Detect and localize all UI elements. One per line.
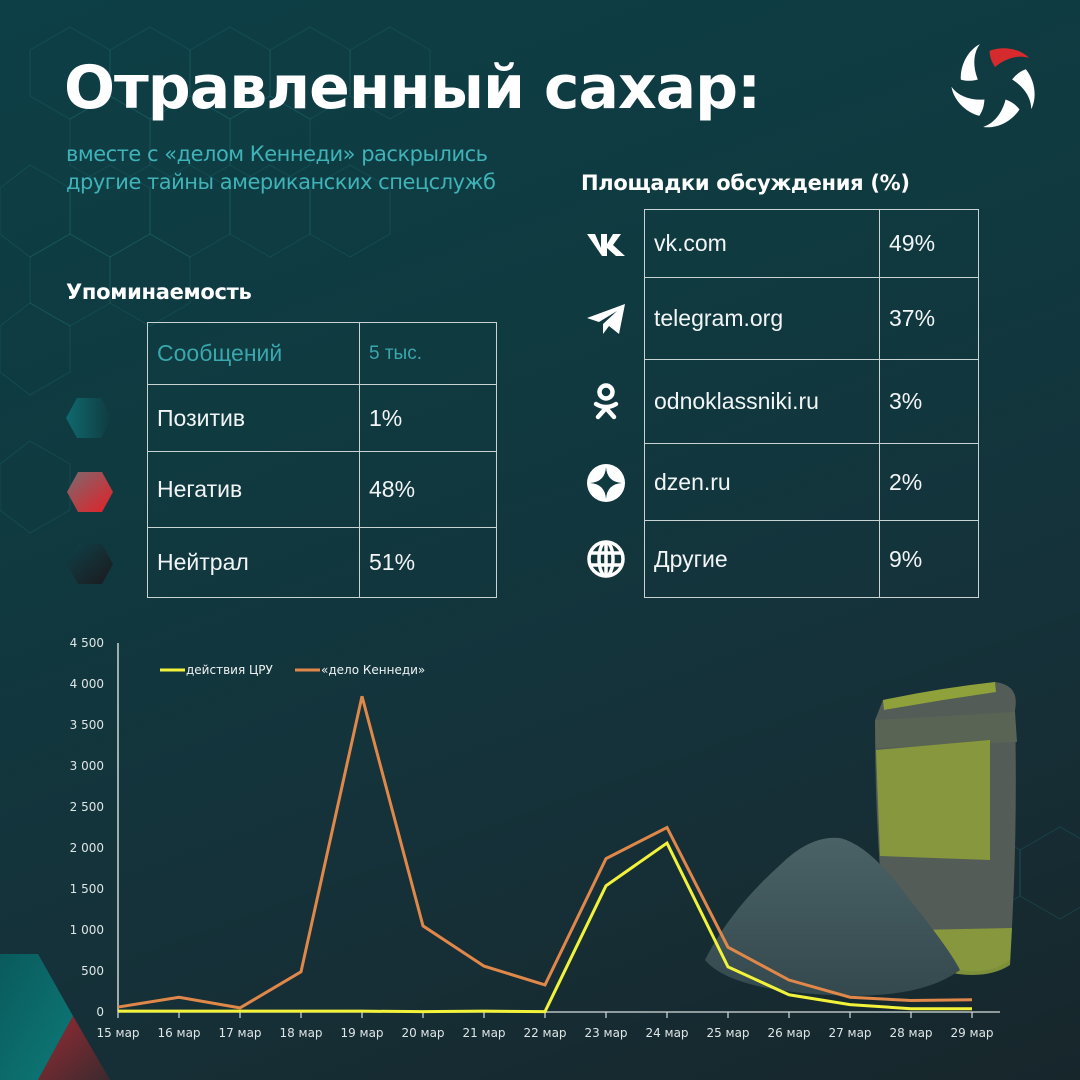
platform-name: dzen.ru [644, 443, 880, 521]
y-tick-label: 2 500 [70, 800, 104, 814]
platforms-heading: Площадки обсуждения (%) [581, 171, 910, 195]
x-tick-label: 29 мар [950, 1026, 993, 1040]
x-tick-label: 15 мар [96, 1026, 139, 1040]
platform-row: vk.com 49% [644, 209, 979, 278]
mentions-value: 1% [359, 384, 497, 452]
pinwheel-logo-icon [951, 44, 1035, 128]
mentions-line-chart: 0 500 1 000 1 500 2 000 2 500 3 000 3 500 4 000 4… [70, 636, 1000, 1040]
mentions-row-neutral: Нейтрал 51% [147, 527, 497, 598]
platform-name: Другие [644, 520, 880, 598]
y-tick-label: 500 [81, 964, 104, 978]
subtitle-line-1: вместе с «делом Кеннеди» раскрылись [66, 142, 488, 166]
mentions-heading: Упоминаемость [66, 280, 252, 304]
mentions-value: 5 тыс. [359, 322, 497, 385]
series-line-cia [118, 840, 972, 1014]
platforms-table: vk.com 49% telegram.org 37% odnoklassnik… [644, 209, 979, 598]
mentions-row-messages: Сообщений 5 тыс. [147, 322, 497, 385]
positive-hexagon-icon [66, 398, 112, 438]
platform-share: 3% [879, 359, 979, 444]
platform-row: telegram.org 37% [644, 277, 979, 360]
page-title: Отравленный сахар: [64, 53, 761, 123]
y-tick-label: 1 000 [70, 923, 104, 937]
y-tick-label: 2 000 [70, 841, 104, 855]
platform-share: 9% [879, 520, 979, 598]
mentions-value: 48% [359, 451, 497, 528]
x-tick-label: 16 мар [157, 1026, 200, 1040]
mentions-value: 51% [359, 527, 497, 598]
x-tick-label: 20 мар [401, 1026, 444, 1040]
x-tick-label: 22 мар [523, 1026, 566, 1040]
y-tick-label: 3 000 [70, 759, 104, 773]
x-tick-label: 17 мар [218, 1026, 261, 1040]
y-tick-label: 3 500 [70, 718, 104, 732]
mentions-row-negative: Негатив 48% [147, 451, 497, 528]
x-tick-label: 27 мар [828, 1026, 871, 1040]
page-subtitle: вместе с «делом Кеннеди» раскрылись друг… [66, 140, 496, 196]
mentions-row-positive: Позитив 1% [147, 384, 497, 452]
legend-label-kennedy: «дело Кеннеди» [321, 663, 425, 677]
platform-name: telegram.org [644, 277, 880, 360]
sugar-sack-illustration [705, 682, 1017, 996]
negative-hexagon-icon [67, 472, 113, 512]
telegram-icon [587, 304, 625, 334]
mentions-label: Сообщений [147, 322, 360, 385]
x-tick-label: 23 мар [584, 1026, 627, 1040]
dzen-icon [587, 464, 625, 502]
platform-row: odnoklassniki.ru 3% [644, 359, 979, 444]
legend-label-cia: действия ЦРУ [186, 663, 274, 677]
x-tick-label: 28 мар [889, 1026, 932, 1040]
y-tick-label: 1 500 [70, 882, 104, 896]
x-tick-label: 25 мар [706, 1026, 749, 1040]
platform-share: 2% [879, 443, 979, 521]
x-tick-label: 24 мар [645, 1026, 688, 1040]
chart-legend: действия ЦРУ «дело Кеннеди» [160, 663, 425, 677]
platform-name: odnoklassniki.ru [644, 359, 880, 444]
y-tick-label: 0 [96, 1005, 104, 1019]
x-tick-label: 26 мар [767, 1026, 810, 1040]
odnoklassniki-icon [593, 383, 619, 420]
mentions-label: Нейтрал [147, 527, 360, 598]
mentions-label: Позитив [147, 384, 360, 452]
platform-share: 49% [879, 209, 979, 278]
neutral-hexagon-icon [67, 544, 113, 584]
platform-share: 37% [879, 277, 979, 360]
x-tick-label: 18 мар [279, 1026, 322, 1040]
globe-icon [587, 540, 625, 578]
subtitle-line-2: другие тайны американских спецслужб [66, 170, 496, 194]
platform-row: dzen.ru 2% [644, 443, 979, 521]
series-line-kennedy [117, 695, 973, 1010]
y-axis-ticks: 0 500 1 000 1 500 2 000 2 500 3 000 3 500 4 000 4… [70, 636, 104, 1019]
mentions-table: Сообщений 5 тыс. Позитив 1% Негатив 48% … [147, 322, 497, 598]
x-tick-label: 19 мар [340, 1026, 383, 1040]
platform-name: vk.com [644, 209, 880, 278]
vk-icon [587, 234, 625, 256]
mentions-label: Негатив [147, 451, 360, 528]
x-axis-ticks: 15 мар 16 мар 17 мар 18 мар 19 мар 20 мар 21 м… [96, 1012, 994, 1040]
y-tick-label: 4 000 [70, 677, 104, 691]
corner-decoration [0, 954, 110, 1080]
x-tick-label: 21 мар [462, 1026, 505, 1040]
platform-row: Другие 9% [644, 520, 979, 598]
y-tick-label: 4 500 [70, 636, 104, 650]
